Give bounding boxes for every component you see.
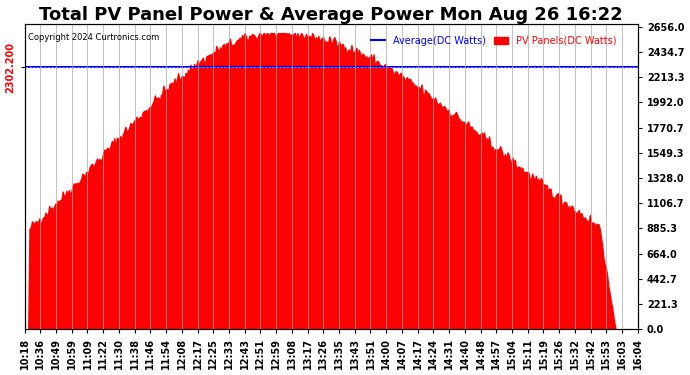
Legend: Average(DC Watts), PV Panels(DC Watts): Average(DC Watts), PV Panels(DC Watts) — [367, 32, 621, 50]
Title: Total PV Panel Power & Average Power Mon Aug 26 16:22: Total PV Panel Power & Average Power Mon… — [39, 6, 623, 24]
Text: Copyright 2024 Curtronics.com: Copyright 2024 Curtronics.com — [28, 33, 159, 42]
